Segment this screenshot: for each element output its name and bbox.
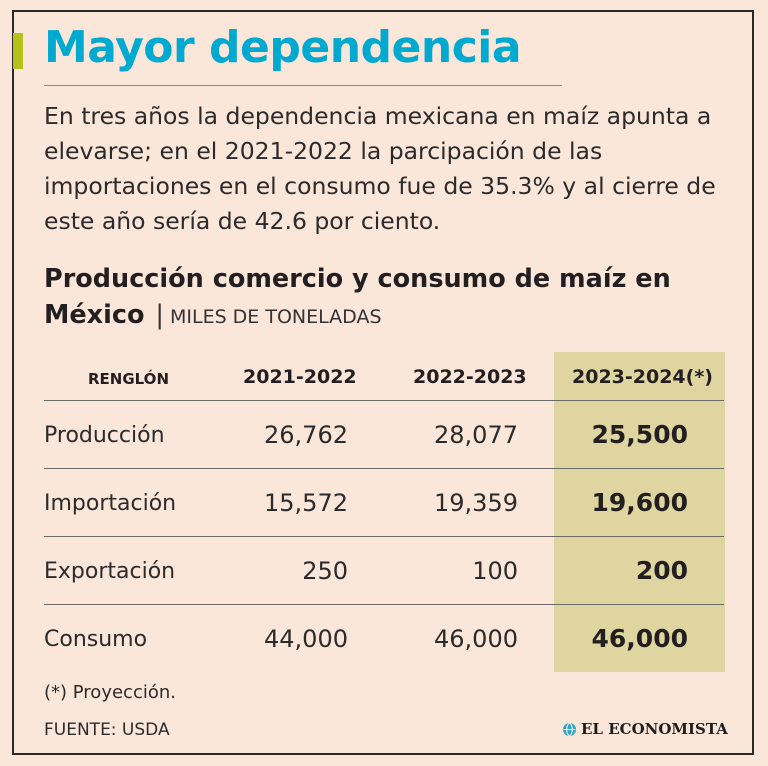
title-separator: | (155, 300, 164, 330)
lead-paragraph: En tres años la dependencia mexicana en … (44, 102, 716, 235)
globe-icon (562, 721, 577, 737)
table-cell-projection: 46,000 (591, 624, 688, 653)
table-cell: 26,762 (264, 421, 348, 449)
source-credit: FUENTE: USDA (44, 720, 170, 740)
projection-footnote: (*) Proyección. (44, 682, 176, 703)
table-divider (44, 400, 724, 401)
infographic-frame (12, 10, 754, 755)
table-title-text: Producción comercio y consumo de maíz en… (44, 264, 671, 330)
table-cell-projection: 25,500 (591, 420, 688, 449)
table-cell-projection: 19,600 (591, 488, 688, 517)
table-title: Producción comercio y consumo de maíz en… (44, 261, 744, 335)
brand-logo: EL ECONOMISTA (562, 720, 728, 738)
table-cell-projection: 200 (635, 556, 688, 585)
table-cell: 250 (302, 557, 348, 585)
table-cell: 100 (472, 557, 518, 585)
table-divider (44, 604, 724, 605)
table-cell: 44,000 (264, 625, 348, 653)
table-cell: 19,359 (434, 489, 518, 517)
projection-column-highlight (554, 352, 725, 672)
row-label-produccion: Producción (44, 423, 165, 448)
row-label-importacion: Importación (44, 491, 177, 516)
row-label-consumo: Consumo (44, 627, 148, 652)
header-renglon: RENGLÓN (88, 370, 169, 388)
page-title: Mayor dependencia (44, 22, 522, 73)
header-2022-2023: 2022-2023 (413, 366, 527, 388)
header-2023-2024: 2023-2024(*) (572, 366, 713, 388)
table-cell: 46,000 (434, 625, 518, 653)
table-cell: 28,077 (434, 421, 518, 449)
table-divider (44, 536, 724, 537)
units-label: MILES DE TONELADAS (169, 306, 382, 328)
title-divider (44, 85, 562, 86)
accent-bar (13, 33, 23, 69)
table-divider (44, 468, 724, 469)
row-label-exportacion: Exportación (44, 559, 176, 584)
brand-name: EL ECONOMISTA (581, 720, 728, 738)
header-2021-2022: 2021-2022 (243, 366, 357, 388)
table-cell: 15,572 (264, 489, 348, 517)
